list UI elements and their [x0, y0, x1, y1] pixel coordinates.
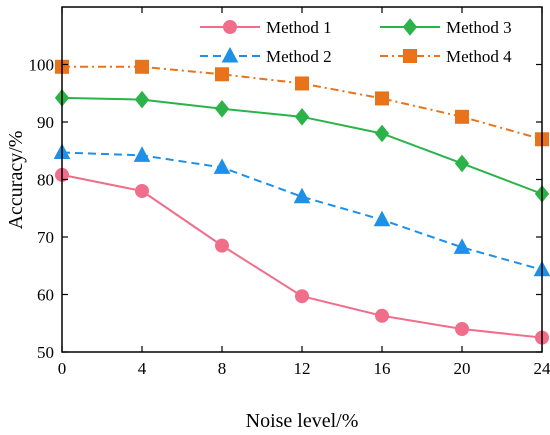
- legend-marker: [402, 18, 418, 36]
- legend-item: Method 3: [380, 18, 512, 37]
- legend-marker: [221, 46, 239, 63]
- legend-item: Method 2: [200, 46, 332, 66]
- series-line: [61, 151, 543, 271]
- x-tick-label: 24: [534, 359, 550, 378]
- y-tick-label: 90: [37, 113, 54, 132]
- series-2: [53, 143, 550, 277]
- data-point: [455, 322, 469, 336]
- data-point: [133, 146, 151, 162]
- x-axis-title: Noise level/%: [246, 410, 359, 432]
- y-tick-label: 80: [37, 171, 54, 190]
- y-tick-label: 100: [29, 56, 55, 75]
- x-tick-label: 8: [218, 359, 227, 378]
- legend-item: Method 4: [380, 47, 512, 66]
- y-tick-label: 50: [37, 343, 54, 362]
- data-point: [373, 210, 391, 227]
- legend-label: Method 1: [266, 18, 332, 37]
- x-tick-label: 16: [374, 359, 391, 378]
- data-point: [375, 308, 389, 323]
- data-point: [213, 158, 231, 174]
- data-point: [215, 238, 229, 253]
- data-point: [374, 124, 390, 143]
- data-point: [454, 154, 470, 173]
- y-tick-label: 70: [37, 228, 54, 247]
- legend-marker: [223, 20, 237, 34]
- legend-label: Method 2: [266, 47, 332, 66]
- series-1: [55, 167, 549, 345]
- series-3: [54, 89, 550, 203]
- data-point: [375, 91, 389, 106]
- legend-label: Method 3: [446, 18, 512, 37]
- data-point: [295, 76, 309, 91]
- data-point: [214, 99, 230, 118]
- legend-label: Method 4: [446, 47, 512, 66]
- x-tick-label: 20: [454, 359, 471, 378]
- data-point: [293, 187, 311, 204]
- data-point: [295, 289, 309, 304]
- legend-item: Method 1: [200, 18, 332, 37]
- data-point: [135, 184, 149, 198]
- y-axis-title: Accuracy/%: [5, 131, 27, 230]
- x-tick-label: 0: [58, 359, 67, 378]
- data-point: [135, 59, 149, 74]
- x-tick-label: 4: [138, 359, 147, 378]
- legend: Method 1 Method 2 Method 3 Method 4: [200, 18, 512, 66]
- data-point: [134, 90, 150, 109]
- series-4: [55, 59, 549, 147]
- data-point: [453, 238, 471, 254]
- legend-marker: [403, 49, 417, 63]
- y-tick-label: 60: [37, 286, 54, 305]
- x-tick-label: 12: [294, 359, 311, 378]
- data-point: [455, 109, 469, 124]
- data-point: [294, 108, 310, 126]
- data-point: [215, 67, 229, 82]
